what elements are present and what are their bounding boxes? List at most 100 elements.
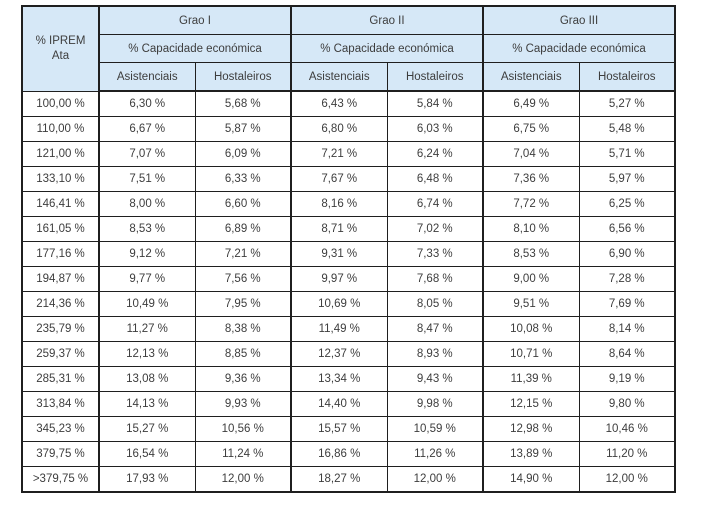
value-cell: 7,04 % xyxy=(482,141,580,167)
table-body: 100,00 % 6,30 % 5,68 % 6,43 % 5,84 % 6,49 % 5,… xyxy=(21,90,676,493)
value-cell: 10,49 % xyxy=(98,291,196,317)
value-cell: 5,27 % xyxy=(578,90,676,117)
value-cell: 7,21 % xyxy=(194,241,292,267)
value-cell: 7,36 % xyxy=(482,166,580,192)
value-cell: 14,13 % xyxy=(98,391,196,417)
value-cell: 9,43 % xyxy=(386,366,484,392)
value-cell: 10,69 % xyxy=(290,291,388,317)
iprem-cell: >379,75 % xyxy=(21,466,100,493)
value-cell: 6,89 % xyxy=(194,216,292,242)
corner-header-iprem: % IPREM Ata xyxy=(21,5,100,92)
iprem-cell: 379,75 % xyxy=(21,441,100,467)
iprem-cell: 161,05 % xyxy=(21,216,100,242)
value-cell: 8,85 % xyxy=(194,341,292,367)
value-cell: 11,20 % xyxy=(578,441,676,467)
value-cell: 7,68 % xyxy=(386,266,484,292)
value-cell: 6,24 % xyxy=(386,141,484,167)
value-cell: 8,10 % xyxy=(482,216,580,242)
iprem-cell: 285,31 % xyxy=(21,366,100,392)
value-cell: 6,90 % xyxy=(578,241,676,267)
value-cell: 9,51 % xyxy=(482,291,580,317)
value-cell: 18,27 % xyxy=(290,466,388,493)
value-cell: 16,86 % xyxy=(290,441,388,467)
value-cell: 8,47 % xyxy=(386,316,484,342)
table-row: 161,05 % 8,53 % 6,89 % 8,71 % 7,02 % 8,10 % 6,… xyxy=(21,216,676,242)
value-cell: 10,08 % xyxy=(482,316,580,342)
value-cell: 7,21 % xyxy=(290,141,388,167)
iprem-cell: 110,00 % xyxy=(21,116,100,142)
value-cell: 9,77 % xyxy=(98,266,196,292)
table-header: % IPREM Ata Grao I Grao II Grao III % Ca… xyxy=(21,5,676,92)
iprem-capacity-table: % IPREM Ata Grao I Grao II Grao III % Ca… xyxy=(21,5,676,493)
col-header-asistenciais-grao-iii: Asistenciais xyxy=(482,62,580,92)
table-row: 285,31 % 13,08 % 9,36 % 13,34 % 9,43 % 11,39 … xyxy=(21,366,676,392)
value-cell: 7,07 % xyxy=(98,141,196,167)
value-cell: 9,19 % xyxy=(578,366,676,392)
value-cell: 6,43 % xyxy=(290,90,388,117)
subheader-row: % Capacidade económica % Capacidade econ… xyxy=(22,34,676,63)
corner-header-line1: % IPREM xyxy=(35,35,86,48)
value-cell: 11,26 % xyxy=(386,441,484,467)
value-cell: 9,36 % xyxy=(194,366,292,392)
iprem-cell: 133,10 % xyxy=(21,166,100,192)
value-cell: 7,33 % xyxy=(386,241,484,267)
table-row: 259,37 % 12,13 % 8,85 % 12,37 % 8,93 % 10,71 … xyxy=(21,341,676,367)
value-cell: 7,51 % xyxy=(98,166,196,192)
value-cell: 9,31 % xyxy=(290,241,388,267)
value-cell: 16,54 % xyxy=(98,441,196,467)
group-header-row: % IPREM Ata Grao I Grao II Grao III xyxy=(21,5,676,92)
subheader-capacidade-grao-i: % Capacidade económica xyxy=(98,34,292,63)
table-row: 194,87 % 9,77 % 7,56 % 9,97 % 7,68 % 9,00 % 7,… xyxy=(21,266,676,292)
value-cell: 11,27 % xyxy=(98,316,196,342)
value-cell: 7,56 % xyxy=(194,266,292,292)
value-cell: 8,00 % xyxy=(98,191,196,217)
value-cell: 8,53 % xyxy=(98,216,196,242)
iprem-cell: 177,16 % xyxy=(21,241,100,267)
value-cell: 5,71 % xyxy=(578,141,676,167)
value-cell: 6,74 % xyxy=(386,191,484,217)
table-row: 235,79 % 11,27 % 8,38 % 11,49 % 8,47 % 10,08 … xyxy=(21,316,676,342)
table-row: 345,23 % 15,27 % 10,56 % 15,57 % 10,59 % 12,9… xyxy=(21,416,676,442)
value-cell: 13,34 % xyxy=(290,366,388,392)
value-cell: 9,12 % xyxy=(98,241,196,267)
value-cell: 15,27 % xyxy=(98,416,196,442)
value-cell: 9,00 % xyxy=(482,266,580,292)
value-cell: 14,40 % xyxy=(290,391,388,417)
subheader-capacidade-grao-ii: % Capacidade económica xyxy=(290,34,484,63)
table-row: 214,36 % 10,49 % 7,95 % 10,69 % 8,05 % 9,51 %… xyxy=(21,291,676,317)
table-row: 121,00 % 7,07 % 6,09 % 7,21 % 6,24 % 7,04 % 5,… xyxy=(21,141,676,167)
col-header-asistenciais-grao-ii: Asistenciais xyxy=(290,62,388,92)
value-cell: 6,60 % xyxy=(194,191,292,217)
iprem-cell: 146,41 % xyxy=(21,191,100,217)
value-cell: 9,97 % xyxy=(290,266,388,292)
table-row: >379,75 % 17,93 % 12,00 % 18,27 % 12,00 % 14,… xyxy=(21,466,676,493)
group-header-grao-ii: Grao II xyxy=(290,5,484,35)
value-cell: 14,90 % xyxy=(482,466,580,493)
table-row: 313,84 % 14,13 % 9,93 % 14,40 % 9,98 % 12,15 … xyxy=(21,391,676,417)
table-row: 379,75 % 16,54 % 11,24 % 16,86 % 11,26 % 13,8… xyxy=(21,441,676,467)
value-cell: 6,33 % xyxy=(194,166,292,192)
value-cell: 6,75 % xyxy=(482,116,580,142)
value-cell: 6,67 % xyxy=(98,116,196,142)
table-row: 133,10 % 7,51 % 6,33 % 7,67 % 6,48 % 7,36 % 5,… xyxy=(21,166,676,192)
value-cell: 7,69 % xyxy=(578,291,676,317)
value-cell: 12,13 % xyxy=(98,341,196,367)
group-header-grao-iii: Grao III xyxy=(482,5,676,35)
table-row: 146,41 % 8,00 % 6,60 % 8,16 % 6,74 % 7,72 % 6,… xyxy=(21,191,676,217)
value-cell: 12,00 % xyxy=(578,466,676,493)
iprem-cell: 313,84 % xyxy=(21,391,100,417)
value-cell: 9,93 % xyxy=(194,391,292,417)
value-cell: 8,53 % xyxy=(482,241,580,267)
value-cell: 5,84 % xyxy=(386,90,484,117)
iprem-cell: 259,37 % xyxy=(21,341,100,367)
value-cell: 8,16 % xyxy=(290,191,388,217)
value-cell: 7,67 % xyxy=(290,166,388,192)
value-cell: 7,02 % xyxy=(386,216,484,242)
iprem-cell: 194,87 % xyxy=(21,266,100,292)
iprem-cell: 121,00 % xyxy=(21,141,100,167)
group-header-grao-i: Grao I xyxy=(98,5,292,35)
value-cell: 6,80 % xyxy=(290,116,388,142)
value-cell: 9,98 % xyxy=(386,391,484,417)
value-cell: 8,38 % xyxy=(194,316,292,342)
value-cell: 12,37 % xyxy=(290,341,388,367)
